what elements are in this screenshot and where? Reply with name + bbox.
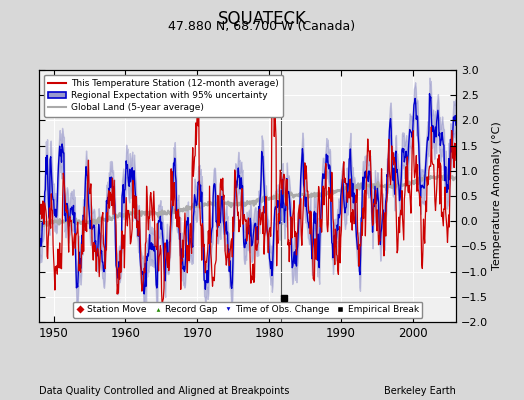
Y-axis label: Temperature Anomaly (°C): Temperature Anomaly (°C) [492,122,502,270]
Text: 47.880 N, 68.700 W (Canada): 47.880 N, 68.700 W (Canada) [168,20,356,33]
Text: Berkeley Earth: Berkeley Earth [384,386,456,396]
Text: SQUATECK: SQUATECK [217,10,307,28]
Legend: Station Move, Record Gap, Time of Obs. Change, Empirical Break: Station Move, Record Gap, Time of Obs. C… [73,302,422,318]
Text: Data Quality Controlled and Aligned at Breakpoints: Data Quality Controlled and Aligned at B… [39,386,290,396]
